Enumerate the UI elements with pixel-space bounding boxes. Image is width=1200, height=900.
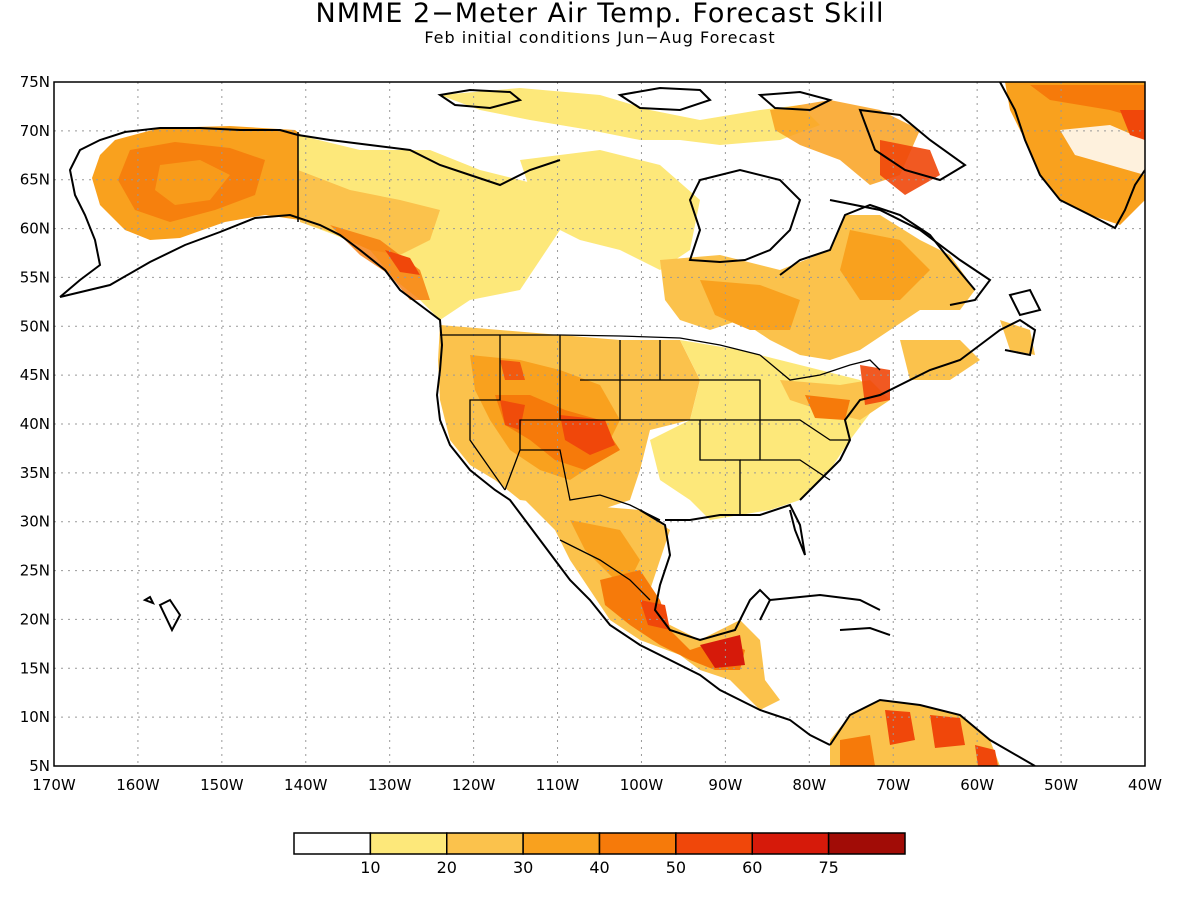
map-frame: [53, 81, 1146, 767]
lat-label: 45N: [20, 366, 50, 384]
colorbar-labels: 10 20 30 40 50 60 75: [360, 858, 839, 877]
colorbar-label: 60: [742, 858, 762, 877]
borders-layer: [440, 334, 881, 601]
colorbar-label: 20: [437, 858, 457, 877]
colorbar-swatch: [827, 832, 906, 855]
lat-label: 75N: [20, 73, 50, 91]
lon-label: 160W: [116, 776, 160, 794]
lon-label: 70W: [876, 776, 910, 794]
latitude-labels: 5N 10N 15N 20N 25N 30N 35N 40N 45N 50N 55N 60N 65N 70…: [20, 73, 50, 775]
colorbar-swatch: [369, 832, 448, 855]
colorbar-label: 75: [818, 858, 838, 877]
lon-label: 150W: [200, 776, 244, 794]
lat-label: 20N: [20, 610, 50, 628]
map-title: NMME 2−Meter Air Temp. Forecast Skill: [315, 0, 885, 29]
colorbar-swatch: [522, 832, 601, 855]
lat-label: 70N: [20, 122, 50, 140]
four-corners-shade: [560, 415, 615, 455]
lon-label: 60W: [960, 776, 994, 794]
colorbar-label: 10: [360, 858, 380, 877]
colorbar-swatch: [751, 832, 830, 855]
south-america-shade: [830, 700, 1000, 766]
lon-label: 50W: [1044, 776, 1078, 794]
coastline-layer: [59, 82, 1145, 766]
lon-label: 100W: [620, 776, 664, 794]
lat-label: 5N: [29, 757, 50, 775]
lat-label: 10N: [20, 708, 50, 726]
colorbar-swatch: [446, 832, 524, 855]
lat-label: 15N: [20, 659, 50, 677]
colorbar-swatch: [675, 832, 753, 855]
colorbar-label: 40: [589, 858, 609, 877]
map-grid: [54, 82, 1145, 766]
lat-label: 60N: [20, 220, 50, 238]
lon-label: 140W: [284, 776, 328, 794]
lon-label: 170W: [32, 776, 76, 794]
lon-label: 80W: [792, 776, 826, 794]
colorbar-swatch: [598, 832, 677, 855]
map-subtitle: Feb initial conditions Jun−Aug Forecast: [424, 28, 776, 47]
colorbar: [293, 832, 906, 855]
lon-label: 110W: [536, 776, 580, 794]
colorbar-label: 30: [513, 858, 533, 877]
longitude-labels: 170W 160W 150W 140W 130W 120W 110W 100W 90W 80W 70…: [32, 776, 1162, 794]
lat-label: 25N: [20, 562, 50, 580]
lon-label: 130W: [368, 776, 412, 794]
lat-label: 65N: [20, 171, 50, 189]
lon-label: 120W: [452, 776, 496, 794]
lon-label: 40W: [1128, 776, 1162, 794]
lat-label: 35N: [20, 464, 50, 482]
lat-label: 50N: [20, 317, 50, 335]
colorbar-swatch: [293, 832, 372, 855]
colorbar-label: 50: [666, 858, 686, 877]
lat-label: 30N: [20, 513, 50, 531]
lon-label: 90W: [708, 776, 742, 794]
lat-label: 55N: [20, 268, 50, 286]
lat-label: 40N: [20, 415, 50, 433]
